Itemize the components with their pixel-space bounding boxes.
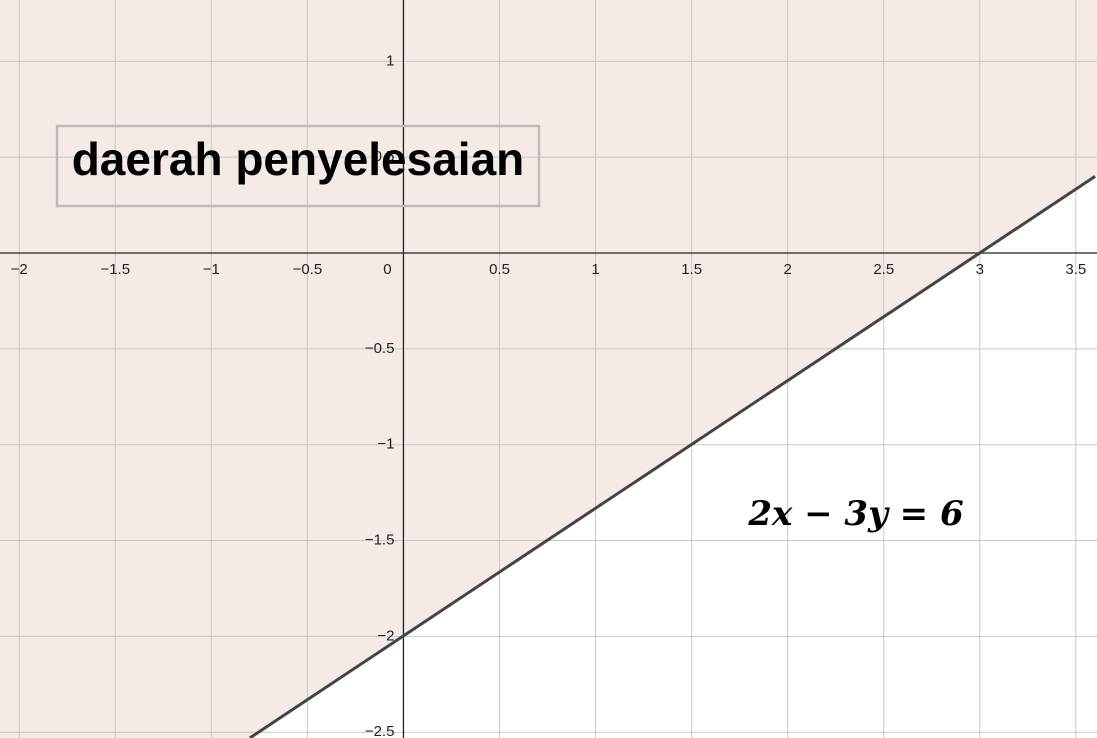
x-tick-label: 2 <box>784 261 792 278</box>
x-tick-label: 1.5 <box>681 261 702 278</box>
x-tick-label: 0 <box>383 261 391 278</box>
annotation: daerah penyelesaian <box>72 133 525 185</box>
equation-label: 2x − 3y = 6 <box>747 494 963 534</box>
y-tick-label: 1 <box>386 52 394 69</box>
x-tick-label: −1.5 <box>100 261 130 278</box>
boundary-line <box>248 175 1096 738</box>
y-tick-label: −2 <box>377 627 394 644</box>
x-tick-label: 3.5 <box>1065 261 1086 278</box>
x-tick-label: −0.5 <box>293 261 323 278</box>
x-tick-label: 2.5 <box>873 261 894 278</box>
y-tick-label: 0.5 <box>374 148 395 165</box>
y-tick-label: −2.5 <box>365 723 395 738</box>
x-tick-label: 0.5 <box>489 261 510 278</box>
x-tick-label: 1 <box>591 261 599 278</box>
x-tick-label: 3 <box>976 261 984 278</box>
y-tick-label: −1 <box>377 436 394 453</box>
y-tick-label: −1.5 <box>365 532 395 549</box>
x-tick-label: −2 <box>11 261 28 278</box>
y-tick-label: −0.5 <box>365 340 395 357</box>
x-tick-label: −1 <box>203 261 220 278</box>
annotation-box <box>55 124 541 208</box>
